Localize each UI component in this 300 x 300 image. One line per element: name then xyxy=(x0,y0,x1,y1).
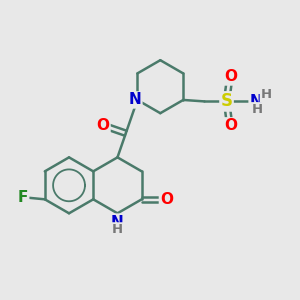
Text: N: N xyxy=(250,94,262,109)
Text: F: F xyxy=(18,190,28,205)
Text: H: H xyxy=(261,88,272,101)
Text: H: H xyxy=(251,103,262,116)
Text: N: N xyxy=(111,214,124,230)
Text: O: O xyxy=(160,192,173,207)
Text: S: S xyxy=(220,92,232,110)
Text: N: N xyxy=(129,92,141,107)
Text: O: O xyxy=(97,118,110,133)
Text: O: O xyxy=(224,70,237,85)
Text: H: H xyxy=(112,223,123,236)
Text: O: O xyxy=(224,118,237,134)
